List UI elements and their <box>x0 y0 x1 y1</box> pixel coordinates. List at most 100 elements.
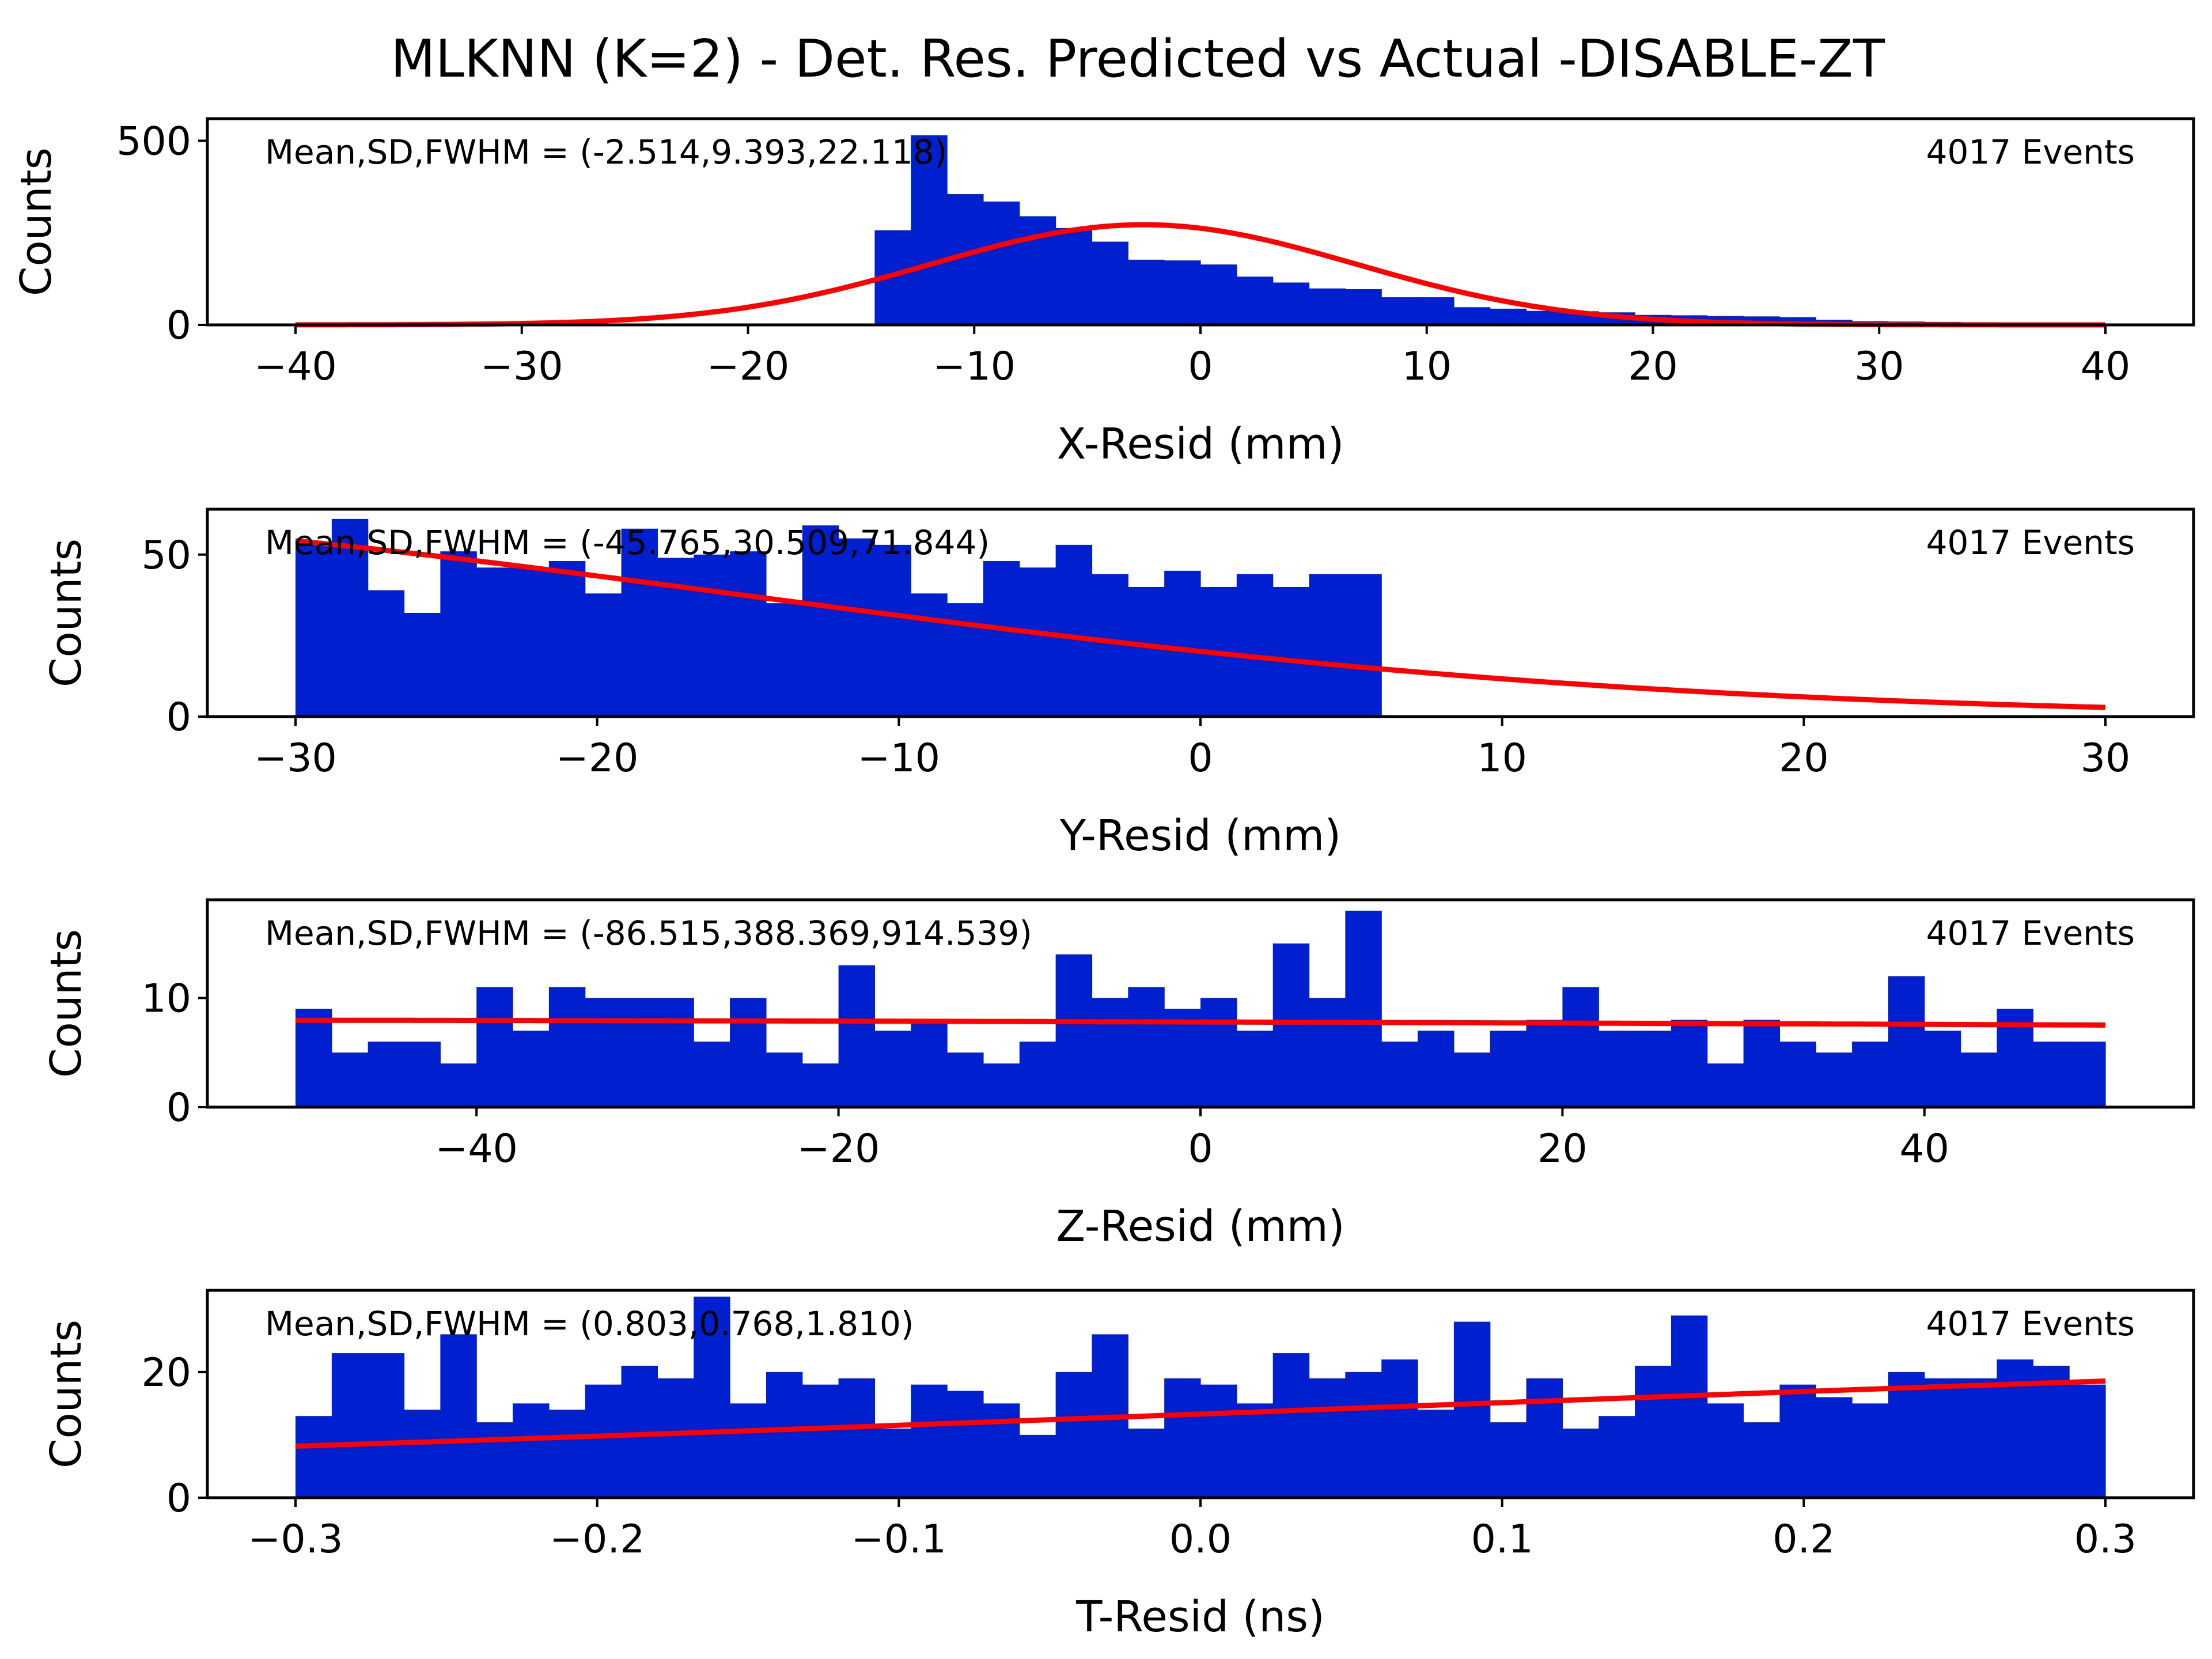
bar <box>585 998 622 1107</box>
y-axis-label: Counts <box>41 1320 91 1468</box>
bar <box>1309 1378 1346 1498</box>
bar <box>1019 567 1056 717</box>
bar <box>331 1052 369 1107</box>
bar <box>1852 1041 1889 1107</box>
bar <box>1526 1378 1563 1498</box>
x-tick-label: 40 <box>1900 1126 1950 1172</box>
bar <box>1164 570 1201 717</box>
x-tick-label: −20 <box>707 344 790 389</box>
bar <box>1526 310 1563 325</box>
bar <box>548 561 586 717</box>
bar <box>766 603 803 717</box>
bar <box>1128 587 1165 717</box>
bar <box>476 1422 513 1498</box>
bar <box>1055 228 1093 325</box>
bar <box>1019 1041 1056 1107</box>
bar <box>1272 282 1310 325</box>
bar <box>1418 1410 1455 1498</box>
bar <box>838 1378 876 1498</box>
bar <box>1453 307 1491 325</box>
bar <box>657 998 694 1107</box>
bar <box>476 567 513 717</box>
bar <box>874 544 911 717</box>
bar <box>440 1334 477 1498</box>
bar <box>983 1063 1020 1107</box>
bar <box>404 613 441 717</box>
bar <box>874 1429 911 1498</box>
bar <box>1272 587 1310 717</box>
bar <box>513 1031 550 1107</box>
bar <box>1779 1384 1816 1498</box>
bar <box>476 987 513 1107</box>
bar <box>838 965 876 1107</box>
bar <box>1055 954 1093 1107</box>
bar <box>874 1031 911 1107</box>
bar <box>766 1372 803 1498</box>
bar <box>1128 987 1165 1107</box>
bar <box>368 1353 405 1498</box>
bar <box>1562 987 1599 1107</box>
y-tick-label: 10 <box>141 976 191 1022</box>
bar <box>621 528 658 717</box>
bar <box>1092 998 1128 1107</box>
x-tick-label: 10 <box>1477 736 1527 781</box>
bar <box>1164 260 1201 325</box>
bar <box>1055 544 1093 717</box>
x-tick-label: 30 <box>2081 736 2131 781</box>
bar <box>911 593 948 717</box>
bar <box>911 1384 948 1498</box>
bar <box>368 1041 405 1107</box>
bar <box>694 554 730 717</box>
bar <box>1707 1403 1744 1498</box>
bar <box>1924 1378 1961 1498</box>
bar <box>440 551 477 717</box>
fit-curve <box>295 1378 2106 1449</box>
bar <box>694 1296 730 1498</box>
x-tick-label: −0.3 <box>248 1517 343 1562</box>
bar <box>1128 259 1165 325</box>
fit-curve <box>296 1017 2105 1028</box>
bar <box>1345 289 1382 325</box>
x-tick-label: −30 <box>480 344 563 389</box>
bar <box>694 1041 730 1107</box>
bar <box>983 1403 1020 1498</box>
x-tick-label: 20 <box>1537 1126 1588 1172</box>
bar <box>730 998 767 1107</box>
events-annotation: 4017 Events <box>1926 523 2135 562</box>
bar <box>1816 1397 1853 1498</box>
x-tick-label: 10 <box>1402 344 1452 389</box>
x-tick-label: −20 <box>797 1126 880 1172</box>
bar <box>657 558 694 717</box>
y-tick-label: 0 <box>166 303 191 349</box>
bar <box>621 998 658 1107</box>
panel-x-resid: −40 −30 −20 −10 0 10 20 30 40 0 500 X-Resid (mm) Cou… <box>12 117 2195 469</box>
bar <box>947 1391 984 1498</box>
x-tick-label: 0 <box>1188 736 1213 781</box>
bar <box>1635 1031 1672 1107</box>
bar <box>802 525 839 717</box>
bar <box>1200 264 1237 325</box>
bar <box>296 1416 332 1498</box>
bar <box>1309 574 1346 717</box>
events-annotation: 4017 Events <box>1926 914 2135 953</box>
bar <box>1707 1063 1744 1107</box>
bar <box>585 1384 622 1498</box>
bar <box>1490 1031 1527 1107</box>
bar <box>2069 1384 2106 1498</box>
bar <box>1599 1031 1635 1107</box>
bar <box>1128 1429 1165 1498</box>
x-tick-label: 0.1 <box>1471 1517 1533 1562</box>
bar <box>1272 1353 1310 1498</box>
bar <box>513 1403 550 1498</box>
bar <box>1200 1384 1237 1498</box>
bar <box>1381 297 1418 325</box>
x-tick-label: 0.2 <box>1772 1517 1835 1562</box>
stats-annotation: Mean,SD,FWHM = (0.803,0.768,1.810) <box>265 1304 914 1343</box>
bar <box>1164 1378 1201 1498</box>
bar <box>1345 1372 1382 1498</box>
bar <box>2033 1365 2070 1498</box>
bar <box>1453 1052 1491 1107</box>
bar <box>1236 1403 1274 1498</box>
panel-y-resid: −30 −20 −10 0 10 20 30 0 50 Y-Resid (mm) Counts Mea… <box>41 507 2195 861</box>
